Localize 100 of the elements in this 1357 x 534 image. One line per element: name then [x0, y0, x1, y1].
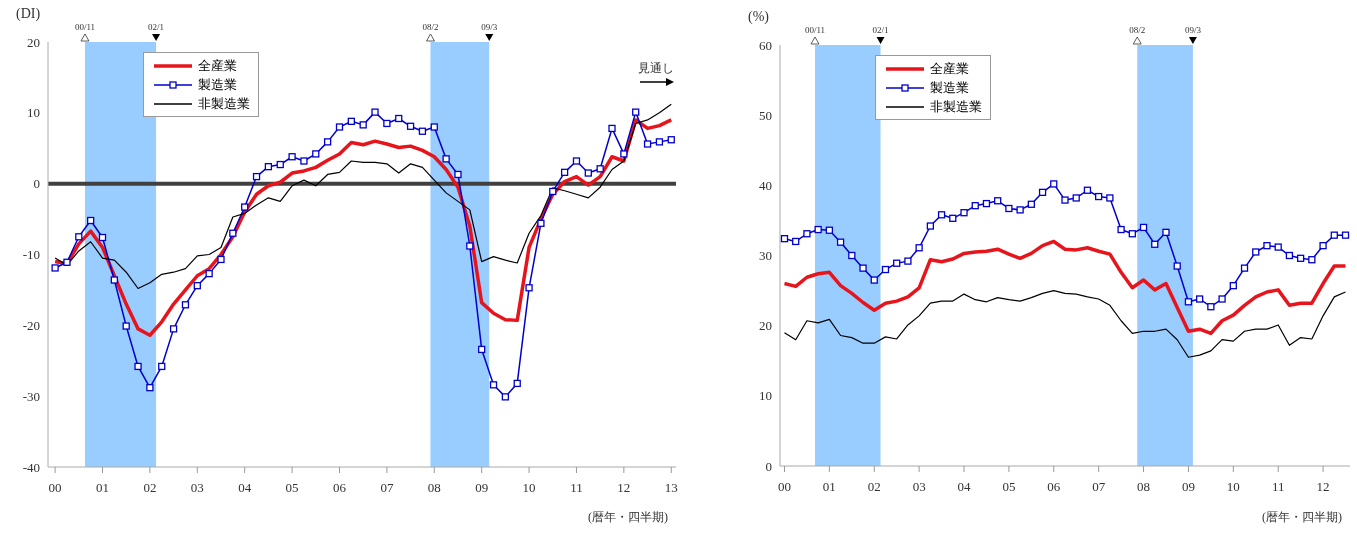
point [359, 121, 367, 129]
point [276, 160, 284, 169]
x-tick-label: 01 [96, 480, 110, 496]
x-tick-label: 09 [475, 480, 489, 496]
point [335, 123, 344, 131]
line-series [783, 289, 1347, 358]
annotation: 00/11 [74, 22, 96, 32]
y-tick-label: -20 [22, 317, 40, 333]
point [418, 127, 427, 135]
y-tick-label: 20 [27, 34, 40, 50]
y-tick-label: 0 [33, 176, 40, 192]
point [406, 122, 415, 130]
x-tick-label: 09 [1181, 479, 1195, 495]
point [803, 230, 811, 238]
annotation: 見通し [638, 60, 674, 77]
x-tick-label: 08 [427, 480, 441, 496]
point [1027, 200, 1035, 208]
point [1050, 180, 1058, 188]
x-tick-label: 13 [664, 480, 678, 496]
point [1184, 298, 1193, 306]
point [1274, 243, 1282, 251]
point [926, 222, 934, 230]
y-tick-label: 0 [765, 458, 772, 474]
annotation: 09/3 [1184, 25, 1202, 35]
point [1207, 303, 1215, 311]
x-tick-label: 01 [822, 479, 836, 495]
point [252, 172, 261, 181]
x-tick-label: 03 [190, 480, 204, 496]
annotation: 09/3 [481, 22, 498, 32]
point [288, 153, 296, 161]
point [383, 119, 391, 128]
point [994, 197, 1002, 205]
annotation: 08/2 [1129, 25, 1146, 35]
y-axis-title: (%) [748, 9, 769, 25]
x-tick-label: 02 [867, 479, 881, 495]
point [454, 170, 462, 179]
legend-label: 非製造業 [930, 98, 982, 116]
point [501, 393, 510, 401]
point [110, 276, 119, 284]
x-tick-label: 07 [380, 480, 394, 496]
point [193, 282, 201, 290]
point [513, 379, 521, 388]
point [98, 233, 107, 242]
x-tick-label: 02 [143, 480, 157, 496]
y-tick-label: 40 [759, 177, 772, 193]
point [549, 187, 557, 196]
annotation: 08/2 [422, 22, 439, 32]
point [1151, 240, 1159, 248]
legend-label: 製造業 [198, 76, 237, 94]
point [1083, 186, 1092, 194]
y-tick-label: -10 [22, 247, 40, 263]
point [949, 214, 957, 222]
point [1016, 206, 1024, 214]
point [134, 362, 142, 371]
point [63, 258, 71, 266]
point [971, 202, 979, 210]
x-tick-label: 07 [1092, 479, 1106, 495]
point [982, 199, 991, 208]
x-tick-label: 06 [1047, 479, 1061, 495]
y-tick-label: 50 [759, 107, 772, 123]
point [312, 150, 320, 158]
x-tick-label: 11 [1271, 479, 1285, 495]
x-tick-label: 05 [285, 480, 299, 496]
legend-label: 全産業 [198, 57, 237, 75]
point [1285, 251, 1294, 260]
point [632, 108, 640, 116]
point [75, 233, 83, 241]
point [478, 345, 486, 354]
point [169, 325, 178, 333]
point [1061, 196, 1069, 204]
x-tick-label: 12 [617, 480, 631, 496]
point [51, 264, 59, 272]
point [1296, 254, 1305, 262]
point [217, 255, 225, 264]
x-tick-label: 11 [570, 480, 583, 496]
point [525, 284, 533, 292]
line-series [782, 239, 1348, 336]
point [848, 251, 856, 260]
point [825, 226, 834, 234]
point [915, 244, 923, 252]
point [158, 362, 166, 371]
point [122, 322, 130, 330]
point [792, 237, 800, 246]
point [1319, 242, 1327, 250]
y-tick-label: 10 [759, 388, 772, 404]
point [146, 384, 154, 392]
legend-label: 製造業 [930, 79, 969, 97]
line-series [53, 118, 674, 337]
point [87, 216, 95, 225]
legend-label: 非製造業 [198, 95, 250, 113]
point [323, 138, 332, 146]
point [870, 276, 878, 284]
annotation: 02/1 [148, 22, 165, 32]
point [560, 168, 569, 176]
point [1128, 230, 1136, 238]
point [667, 136, 675, 144]
point [937, 211, 946, 219]
point [241, 203, 249, 211]
x-tick-label: 06 [332, 480, 347, 496]
point [347, 117, 355, 125]
